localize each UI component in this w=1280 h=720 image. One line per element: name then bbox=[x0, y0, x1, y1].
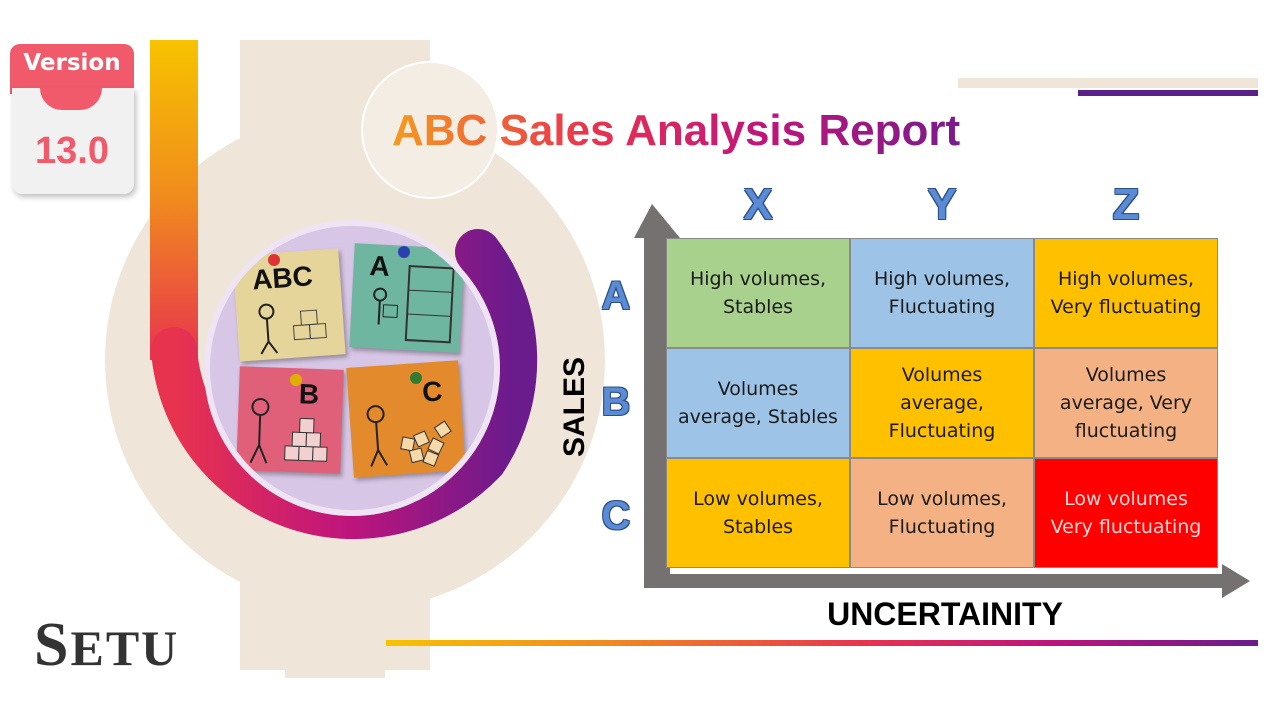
version-number: 13.0 bbox=[35, 130, 109, 172]
sticky-note-abc: ABC bbox=[232, 248, 346, 362]
matrix-cell-ax: High volumes, Stables bbox=[666, 238, 850, 348]
blue-pin-icon bbox=[398, 246, 410, 258]
column-header-x: X bbox=[743, 180, 773, 229]
matrix-cell-bz: Volumes average, Very fluctuating bbox=[1034, 348, 1218, 458]
abc-notes-illustration: ABC A B bbox=[204, 220, 500, 516]
decorative-line bbox=[958, 78, 1258, 88]
matrix-cell-cz: Low volumes Very fluctuating bbox=[1034, 458, 1218, 568]
x-axis-label: UNCERTAINITY bbox=[827, 596, 1063, 632]
matrix-cell-ay: High volumes, Fluctuating bbox=[850, 238, 1034, 348]
red-pin-icon bbox=[268, 254, 280, 266]
matrix-cell-cx: Low volumes, Stables bbox=[666, 458, 850, 568]
row-header-a: A bbox=[601, 274, 631, 318]
decorative-line bbox=[386, 640, 1258, 646]
version-label: Version bbox=[23, 50, 121, 76]
version-badge: Version 13.0 bbox=[10, 44, 134, 196]
page-title: ABC Sales Analysis Report bbox=[392, 106, 961, 155]
matrix-cell-az: High volumes, Very fluctuating bbox=[1034, 238, 1218, 348]
yellow-pin-icon bbox=[290, 374, 302, 386]
column-header-y: Y bbox=[927, 180, 957, 229]
row-header-c: C bbox=[601, 494, 631, 538]
row-header-b: B bbox=[601, 380, 631, 424]
decorative-line bbox=[1078, 90, 1258, 96]
sticky-note-a: A bbox=[349, 243, 465, 353]
matrix-cell-bx: Volumes average, Stables bbox=[666, 348, 850, 458]
column-header-z: Z bbox=[1112, 180, 1140, 229]
setu-logo: SETU bbox=[34, 611, 180, 679]
matrix-cell-cy: Low volumes, Fluctuating bbox=[850, 458, 1034, 568]
sticky-note-c: C bbox=[346, 360, 466, 478]
green-pin-icon bbox=[410, 372, 422, 384]
y-axis-label: SALES bbox=[558, 356, 591, 458]
matrix-cell-by: Volumes average, Fluctuating bbox=[850, 348, 1034, 458]
sticky-note-b: B bbox=[236, 366, 344, 474]
